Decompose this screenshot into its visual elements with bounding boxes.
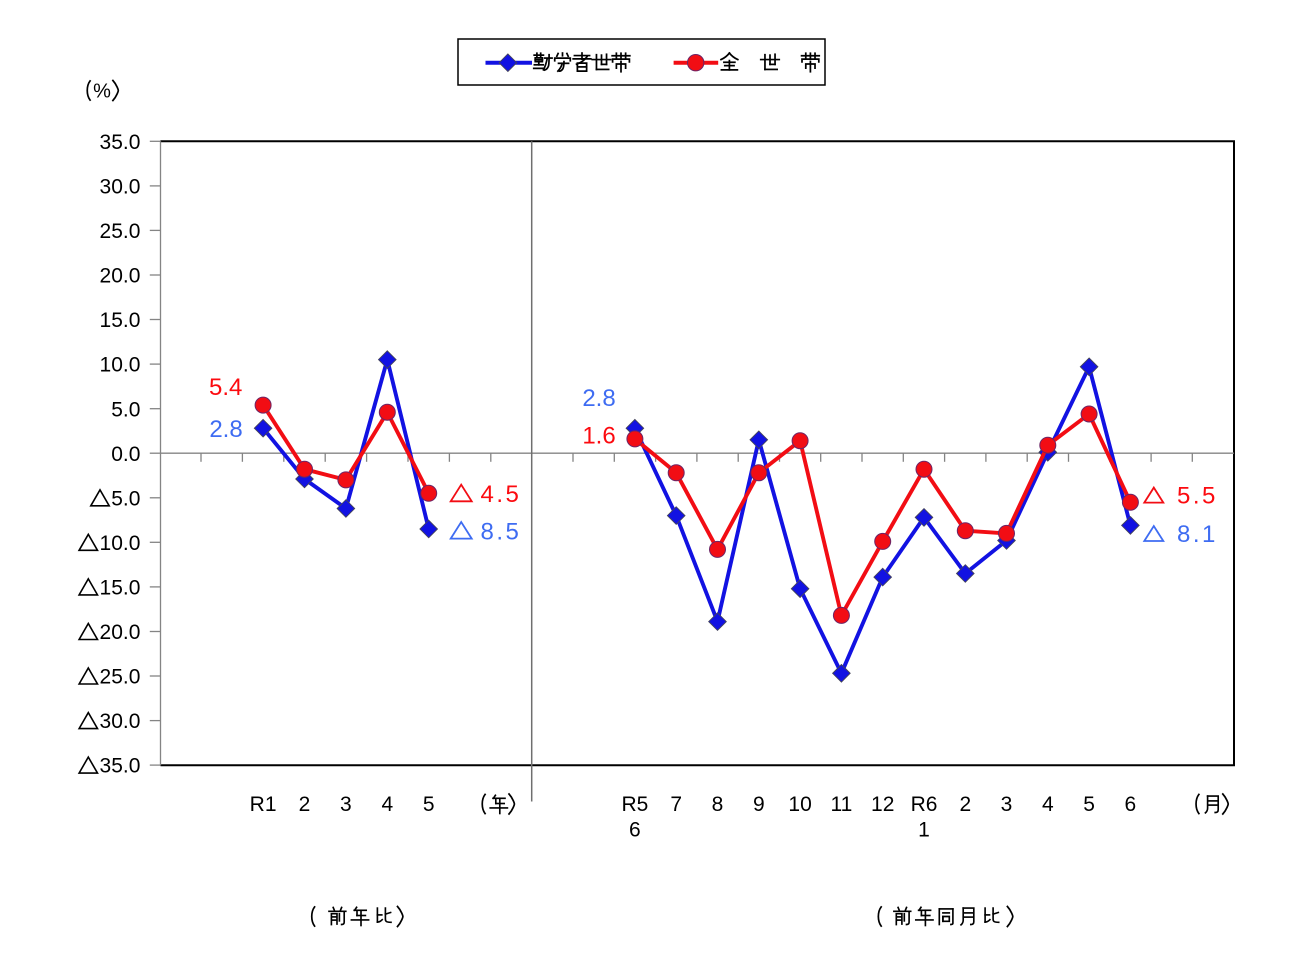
svg-text:5: 5 [423,793,435,816]
svg-text:3: 3 [1001,793,1013,816]
svg-text:R5: R5 [621,793,648,816]
svg-text:4: 4 [381,793,393,816]
svg-text:6: 6 [629,819,641,842]
svg-text:6: 6 [1125,793,1137,816]
svg-text:11: 11 [830,793,852,816]
svg-text:12: 12 [871,793,894,816]
svg-text:25.0: 25.0 [100,220,141,243]
svg-text:20.0: 20.0 [100,265,141,288]
svg-text:2.8: 2.8 [209,416,242,443]
svg-text:30.0: 30.0 [100,710,141,733]
svg-text:2: 2 [299,793,311,816]
svg-text:9: 9 [753,793,765,816]
svg-text:35.0: 35.0 [100,755,141,778]
svg-text:8: 8 [712,793,724,816]
svg-text:15.0: 15.0 [100,577,141,600]
svg-text:2.8: 2.8 [582,385,615,412]
svg-text:4.5: 4.5 [481,481,522,508]
svg-text:30.0: 30.0 [100,176,141,199]
svg-text:5.5: 5.5 [1177,482,1218,509]
svg-text:25.0: 25.0 [100,666,141,689]
svg-text:10.0: 10.0 [100,354,141,377]
svg-text:8.5: 8.5 [481,518,522,545]
svg-text:0.0: 0.0 [111,443,140,466]
svg-text:8.1: 8.1 [1177,521,1218,548]
svg-text:7: 7 [670,793,682,816]
svg-text:1: 1 [918,819,930,842]
svg-text:2: 2 [959,793,971,816]
svg-text:1.6: 1.6 [582,423,615,450]
svg-text:%: % [93,81,111,103]
svg-text:5.0: 5.0 [111,398,140,421]
svg-text:5.4: 5.4 [209,374,242,401]
svg-text:20.0: 20.0 [100,621,141,644]
svg-text:10.0: 10.0 [100,532,141,555]
svg-text:35.0: 35.0 [100,131,141,154]
svg-text:R1: R1 [250,793,277,816]
svg-text:3: 3 [340,793,352,816]
svg-text:R6: R6 [911,793,938,816]
svg-text:15.0: 15.0 [100,309,141,332]
svg-text:5: 5 [1083,793,1095,816]
svg-text:10: 10 [788,793,811,816]
svg-text:4: 4 [1042,793,1054,816]
svg-text:5.0: 5.0 [111,487,140,510]
